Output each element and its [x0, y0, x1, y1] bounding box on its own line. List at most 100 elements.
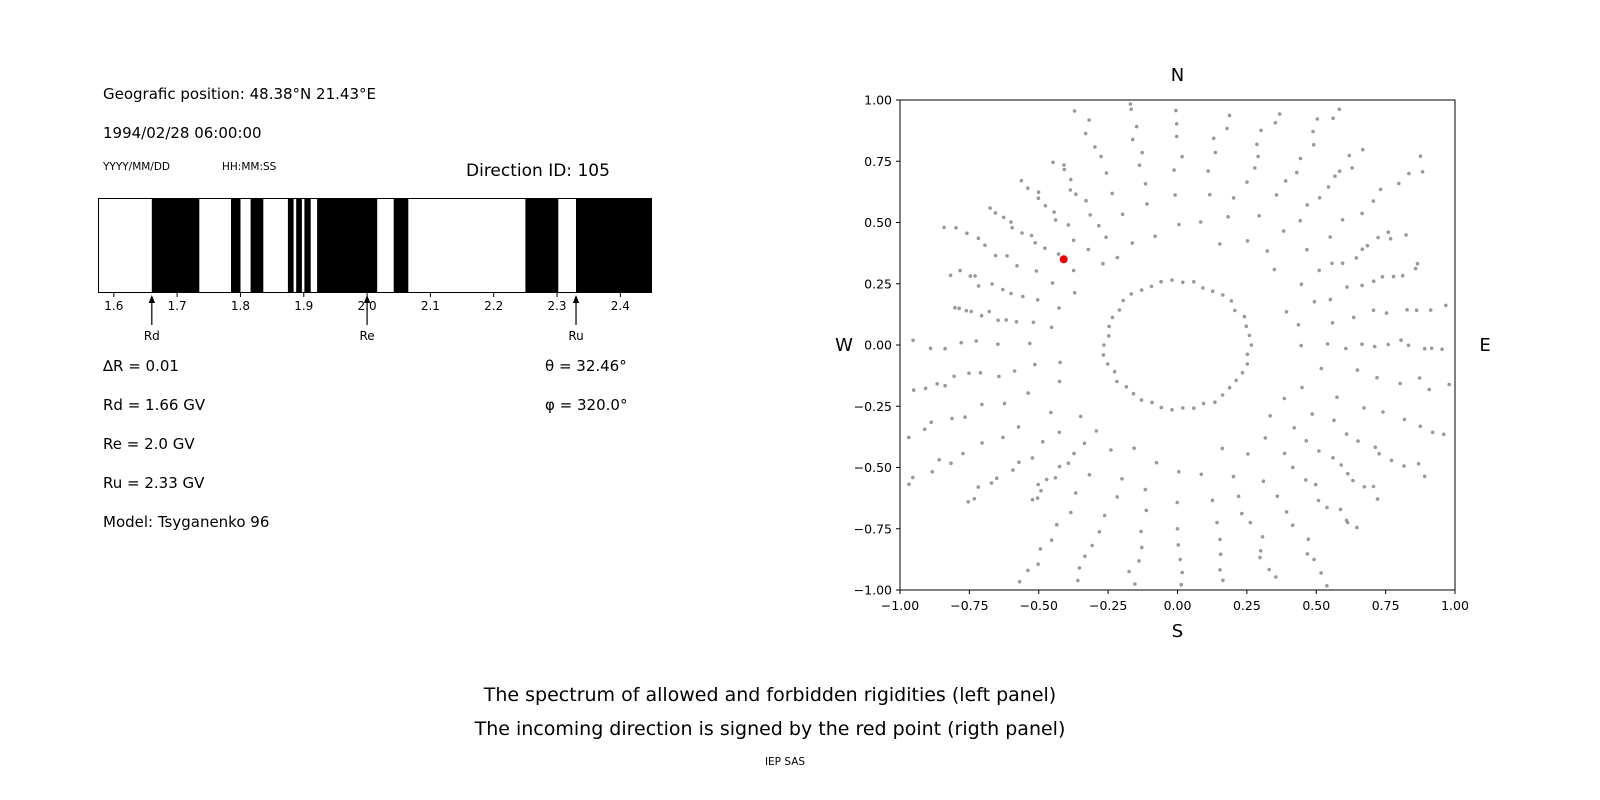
direction-dot [1036, 562, 1040, 566]
direction-dot [1339, 463, 1343, 467]
direction-dot [957, 306, 961, 311]
direction-dot [993, 253, 998, 258]
direction-dot [1371, 308, 1376, 313]
direction-dot [1001, 287, 1005, 292]
compass-east-label: E [1479, 335, 1490, 356]
direction-dot [1255, 142, 1259, 147]
direction-dot [1109, 448, 1113, 452]
direction-dot [1311, 129, 1315, 134]
direction-dot [1362, 485, 1367, 489]
direction-dot [1030, 456, 1035, 460]
direction-dot [1087, 118, 1091, 122]
direction-dot [1406, 343, 1411, 348]
direction-dot [1218, 568, 1222, 572]
direction-dot [1253, 166, 1257, 170]
direction-dot [1418, 424, 1423, 429]
x-tick-label: 1.9 [294, 299, 313, 313]
x-tick-label: 2.4 [611, 299, 630, 313]
direction-dot [1120, 212, 1125, 217]
direction-dot [976, 485, 981, 489]
direction-dot [1170, 408, 1174, 412]
direction-dot [1175, 500, 1179, 505]
direction-dot [1267, 567, 1271, 572]
direction-dot [1031, 320, 1036, 325]
direction-dot [1012, 369, 1017, 373]
direction-dot [1240, 511, 1244, 516]
direction-dot [1107, 324, 1111, 329]
direction-dot [987, 309, 992, 314]
direction-dot [1386, 342, 1390, 347]
x-tick-label: 1.00 [1441, 598, 1469, 613]
direction-dot [1304, 478, 1308, 482]
direction-dot [1347, 153, 1352, 158]
direction-dot [1102, 343, 1106, 347]
direction-dot [1115, 495, 1119, 499]
direction-dot [1062, 163, 1066, 167]
y-tick-label: −0.25 [854, 399, 892, 414]
direction-dot [1120, 477, 1124, 481]
direction-dot [1137, 559, 1141, 563]
direction-dot [1295, 170, 1299, 175]
model-label: Model: Tsyganenko 96 [103, 513, 270, 531]
direction-dot [1014, 320, 1019, 324]
direction-dot [1407, 171, 1411, 176]
direction-dot [1020, 231, 1024, 235]
direction-dot [1011, 468, 1015, 472]
direction-dot [1242, 314, 1247, 319]
direction-dot [1149, 284, 1154, 289]
rd-value: Rd = 1.66 GV [103, 396, 206, 414]
direction-dot [1337, 169, 1342, 173]
direction-dot [1101, 353, 1106, 357]
direction-dot [1277, 112, 1282, 116]
direction-dot [1049, 325, 1054, 330]
direction-dot [1375, 497, 1380, 501]
direction-dot [1104, 171, 1109, 175]
direction-dot [1319, 366, 1324, 371]
direction-dot [1402, 464, 1406, 468]
direction-dot [1317, 449, 1321, 453]
direction-dot [1354, 256, 1359, 260]
direction-dot [1069, 510, 1073, 515]
direction-dot [1001, 435, 1005, 440]
direction-dot [1139, 529, 1143, 534]
direction-dot [1422, 346, 1427, 351]
direction-dot [1328, 297, 1333, 302]
direction-dot [1208, 192, 1212, 197]
direction-dot [911, 388, 916, 392]
direction-dot [1028, 341, 1032, 346]
direction-dot [965, 231, 969, 235]
direction-dot [1444, 303, 1448, 308]
direction-dot [1221, 293, 1225, 297]
direction-dot [1215, 520, 1219, 525]
direction-dot [1170, 278, 1174, 282]
direction-dot [1312, 299, 1317, 304]
direction-dot [1218, 552, 1223, 556]
direction-dot [1310, 412, 1314, 416]
direction-dot [1284, 310, 1289, 314]
time-format-hint: HH:MM:SS [222, 161, 277, 173]
direction-dot [1179, 582, 1184, 587]
direction-dot [1246, 452, 1250, 456]
direction-dot [1220, 393, 1225, 397]
direction-dot [1244, 324, 1249, 329]
direction-dot [1033, 362, 1037, 367]
x-tick-label: 2.2 [484, 299, 503, 313]
direction-dot [1134, 124, 1139, 129]
credit-label: IEP SAS [764, 756, 806, 768]
direction-dot [976, 236, 981, 240]
direction-dot [1420, 170, 1425, 174]
direction-dot [1213, 150, 1218, 155]
y-tick-label: −0.75 [854, 521, 892, 536]
direction-dot [1145, 202, 1149, 206]
direction-dot [1305, 203, 1309, 207]
direction-dot [1247, 333, 1252, 338]
allowed-band [317, 199, 378, 292]
caption-line-1: The spectrum of allowed and forbidden ri… [483, 684, 1057, 706]
direction-dot [1117, 308, 1122, 312]
direction-dot [1398, 381, 1402, 386]
direction-dot [1325, 584, 1329, 588]
direction-dot [1260, 535, 1265, 539]
incoming-direction-point [1059, 255, 1068, 264]
direction-dot [1384, 311, 1389, 315]
direction-dot [1281, 229, 1286, 233]
